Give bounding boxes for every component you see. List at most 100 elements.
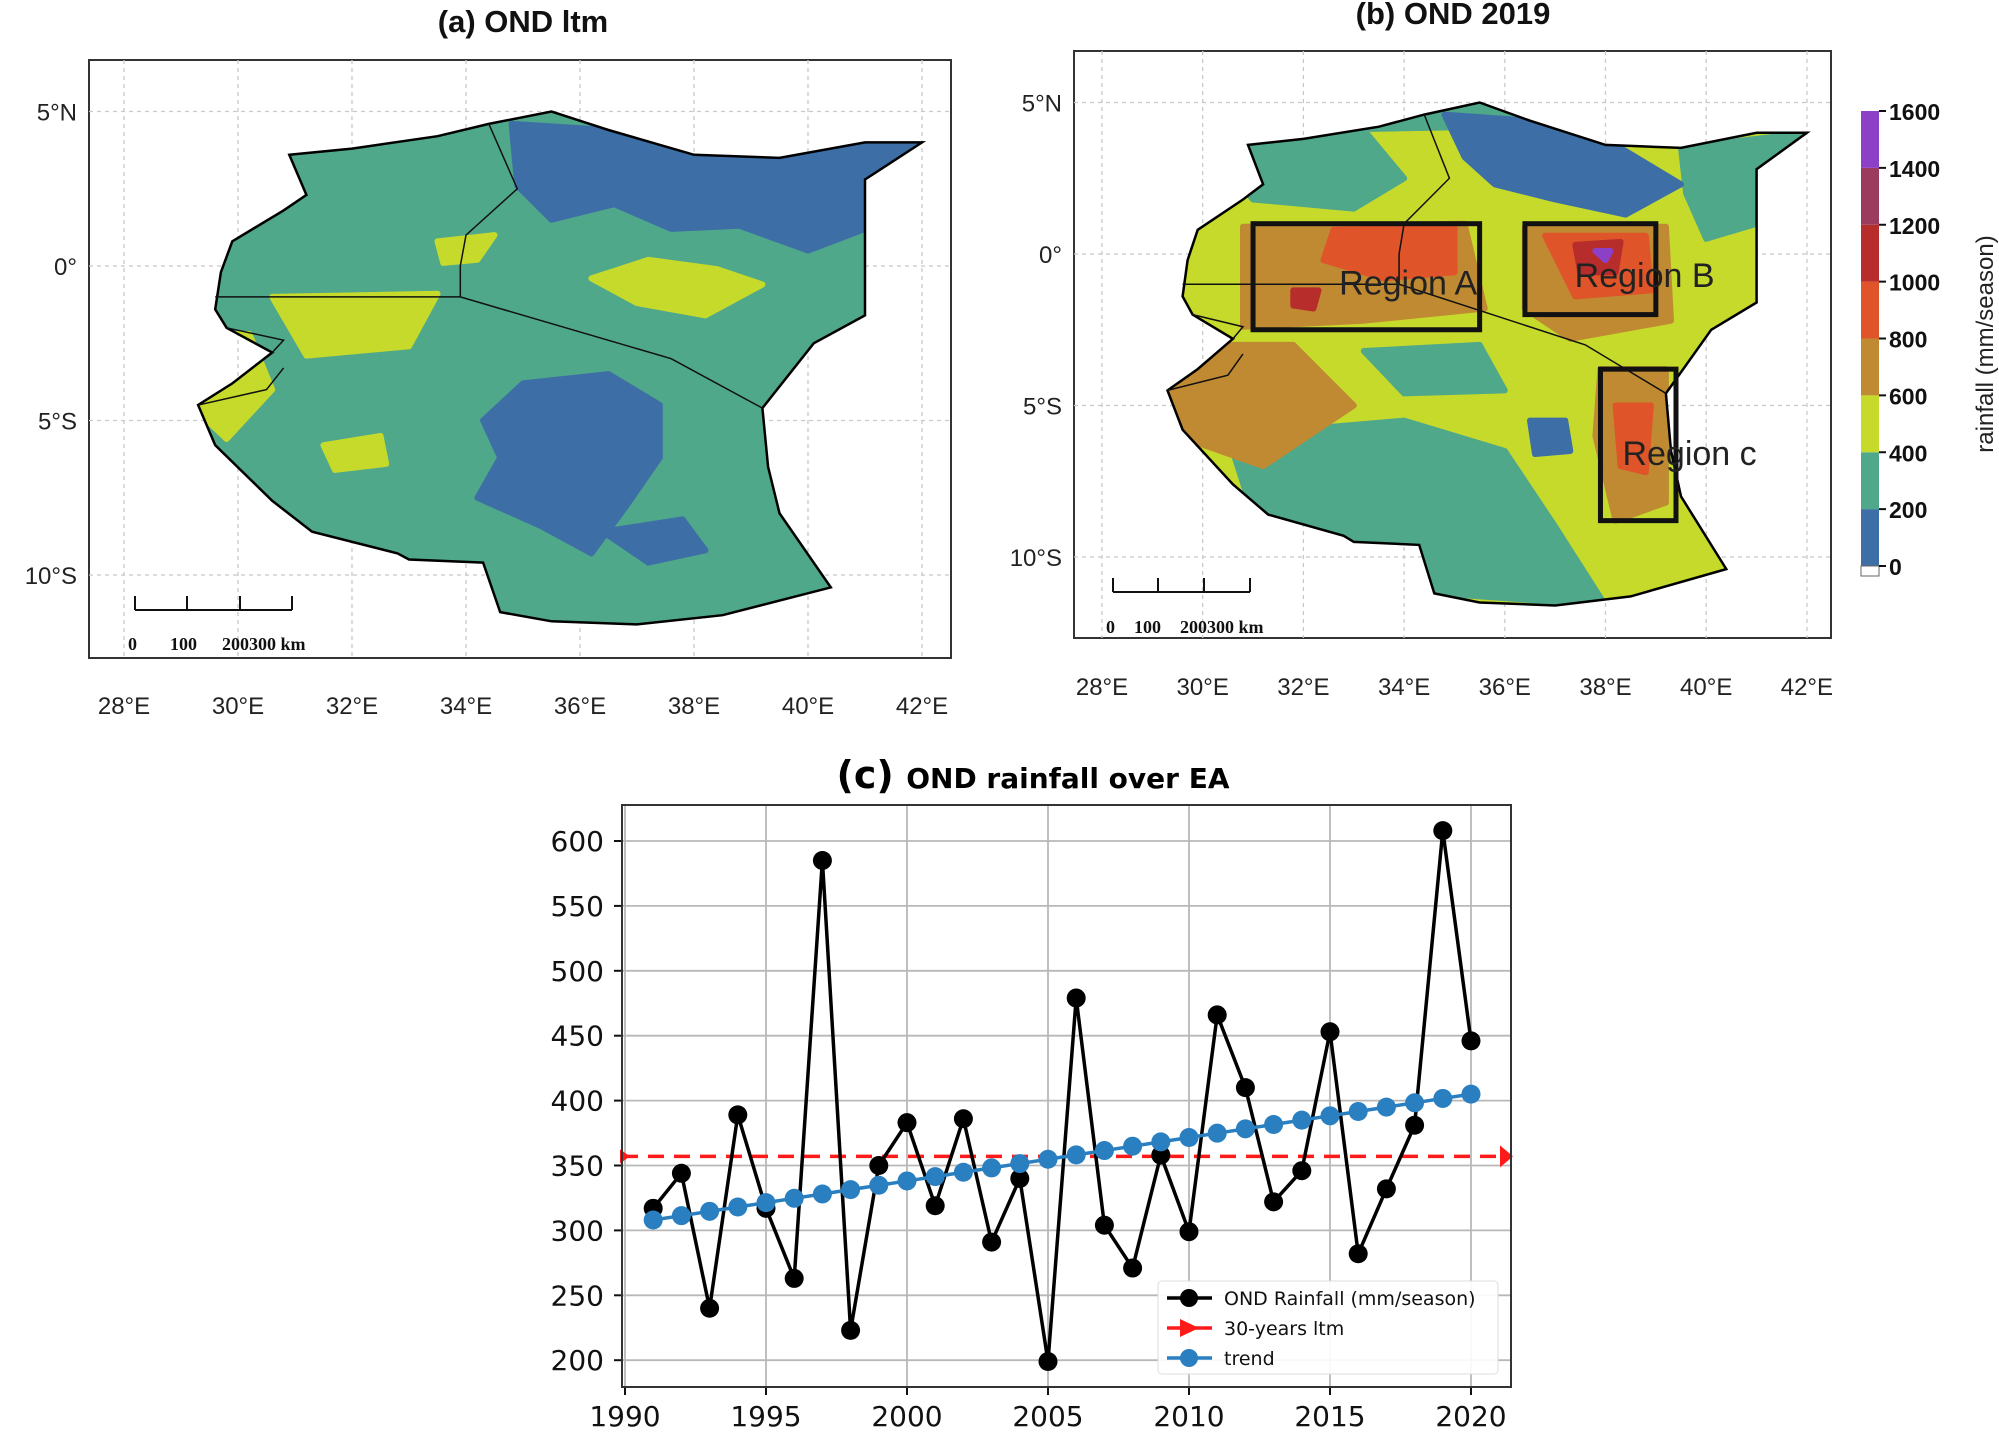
legend-rainfall-marker xyxy=(1180,1289,1198,1307)
panel-a-lat-labels: 5°N 0° 5°S 10°S xyxy=(25,100,77,591)
trend-point xyxy=(1207,1123,1227,1143)
rainfall-point xyxy=(1010,1168,1030,1188)
lon-label: 38°E xyxy=(1579,674,1631,701)
coastline-outline xyxy=(1165,101,1811,607)
panel-b-title: (b) OND 2019 xyxy=(1356,0,1551,31)
rainfall-point xyxy=(728,1105,748,1125)
trend-point xyxy=(1348,1101,1368,1121)
rainfall-point xyxy=(1292,1161,1312,1181)
region-box xyxy=(1250,221,1483,333)
rainfall-point xyxy=(1151,1145,1171,1165)
legend-ltm: 30-years ltm xyxy=(1224,1318,1344,1340)
panel-b-frame xyxy=(1073,50,1832,639)
trend-point xyxy=(812,1184,832,1204)
rainfall-point xyxy=(1348,1244,1368,1264)
trend-point xyxy=(925,1167,945,1187)
legend-trend-marker xyxy=(1180,1349,1198,1367)
panel-b-ond-2019-map: (b) OND 2019 Region A Region B Region c 0 … xyxy=(1010,0,1999,701)
lat-label: 5°S xyxy=(38,409,77,436)
country-border xyxy=(226,327,286,354)
region-label: Region c xyxy=(1622,435,1756,473)
rainfall-point xyxy=(812,850,832,870)
y-tick-label: 500 xyxy=(551,955,604,988)
lon-label: 40°E xyxy=(1680,674,1732,701)
rainfall-point xyxy=(1207,1005,1227,1025)
rainfall-contour xyxy=(1290,287,1322,312)
country-border xyxy=(1192,313,1245,340)
y-tick-label: 400 xyxy=(551,1085,604,1118)
lat-label: 5°N xyxy=(37,100,77,127)
colorbar-tick-label: 0 xyxy=(1889,554,1902,580)
lon-label: 40°E xyxy=(782,693,834,720)
panel-c-title-text: OND rainfall over EA xyxy=(906,762,1230,795)
country-border xyxy=(459,123,519,297)
rainfall-point xyxy=(1320,1022,1340,1042)
rainfall-point xyxy=(1179,1222,1199,1242)
trend-point xyxy=(1038,1149,1058,1169)
rainfall-contour xyxy=(474,371,663,557)
rainfall-point xyxy=(1433,821,1453,841)
country-border xyxy=(215,296,763,409)
rainfall-point xyxy=(671,1163,691,1183)
x-tick-label: 1990 xyxy=(589,1400,660,1432)
y-tick-label: 450 xyxy=(551,1020,604,1053)
scale-label-km: 200300 km xyxy=(1180,617,1264,637)
colorbar-tick-label: 800 xyxy=(1889,327,1927,353)
rainfall-point xyxy=(1038,1351,1058,1371)
panel-b-regions: Region A Region B Region c xyxy=(1250,221,1757,524)
trend-point xyxy=(1405,1093,1425,1113)
colorbar-segment xyxy=(1861,338,1879,396)
trend-point xyxy=(1292,1110,1312,1130)
trend-point xyxy=(1179,1128,1199,1148)
trend-point xyxy=(1433,1088,1453,1108)
x-tick-label: 1995 xyxy=(730,1400,801,1432)
region-label: Region A xyxy=(1339,265,1477,303)
rainfall-contour xyxy=(1360,341,1508,397)
trend-point xyxy=(953,1162,973,1182)
colorbar-segment xyxy=(1861,167,1879,225)
chart-tick-labels: 1990 1995 2000 2005 2010 2015 2020 200 250 300 350… xyxy=(551,825,1507,1432)
panel-a-frame xyxy=(88,59,952,659)
colorbar-tick-label: 400 xyxy=(1889,440,1927,466)
lat-label: 10°S xyxy=(1010,545,1062,572)
lon-label: 34°E xyxy=(1378,674,1430,701)
trend-point xyxy=(1235,1119,1255,1139)
lat-label: 0° xyxy=(1039,242,1062,269)
rainfall-contour xyxy=(320,432,390,473)
lon-label: 34°E xyxy=(440,693,492,720)
y-tick-label: 350 xyxy=(551,1150,604,1183)
x-tick-label: 2005 xyxy=(1012,1400,1083,1432)
lon-label: 30°E xyxy=(1177,674,1229,701)
rainfall-point xyxy=(869,1156,889,1175)
y-tick-label: 200 xyxy=(551,1344,604,1377)
panel-c-line-chart: (c) OND rainfall over EA 1990 1995 2000 200… xyxy=(551,753,1513,1432)
legend-ltm-marker xyxy=(1180,1319,1199,1337)
panel-b-lon-labels: 28°E 30°E 32°E 34°E 36°E 38°E 40°E 42°E xyxy=(1076,674,1833,701)
colorbar-tick-label: 1000 xyxy=(1889,270,1940,296)
colorbar-tick-label: 600 xyxy=(1889,383,1927,409)
panel-a-title: (a) OND ltm xyxy=(438,4,609,39)
x-tick-label: 2010 xyxy=(1153,1400,1224,1432)
rainfall-contour xyxy=(588,256,766,319)
y-tick-label: 300 xyxy=(551,1214,604,1247)
scale-label-0: 0 xyxy=(1106,617,1115,637)
rainfall-point xyxy=(1235,1078,1255,1098)
rainfall-line xyxy=(651,828,1473,1364)
panel-c-title-prefix: (c) xyxy=(836,753,893,797)
colorbar-segment xyxy=(1861,395,1879,453)
x-tick-label: 2000 xyxy=(871,1400,942,1432)
rainfall-point xyxy=(1094,1215,1114,1235)
colorbar: 0 200 400 600 800 1000 1200 1400 1600 xyxy=(1860,99,1940,580)
rainfall-contour xyxy=(1527,417,1574,457)
colorbar-tick-label: 1400 xyxy=(1889,156,1940,182)
lat-label: 5°N xyxy=(1022,91,1062,118)
colorbar-tick-label: 1200 xyxy=(1889,213,1940,239)
lat-label: 5°S xyxy=(1023,394,1062,421)
trend-point xyxy=(869,1175,889,1195)
lon-label: 28°E xyxy=(1076,674,1128,701)
panel-b-scale-bar: 0 100 200300 km xyxy=(1106,578,1264,637)
rainfall-contour xyxy=(1320,223,1458,282)
rainfall-contour xyxy=(269,290,441,359)
trend-point xyxy=(1461,1084,1481,1104)
